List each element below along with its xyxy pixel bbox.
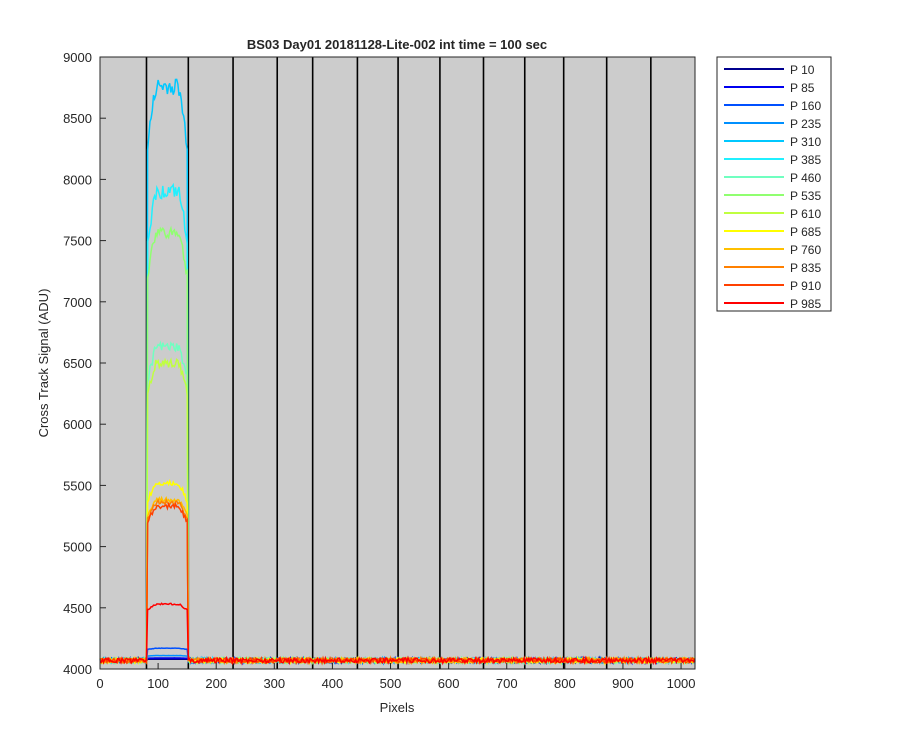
legend-label: P 85 xyxy=(790,81,815,95)
legend-label: P 985 xyxy=(790,297,821,311)
legend: P 10 P 85 P 160 P 235 P 310 P 385 P 460 P 535 P … xyxy=(716,56,832,312)
legend-label: P 610 xyxy=(790,207,821,221)
y-tick-label: 5000 xyxy=(63,540,92,555)
y-tick-label: 8000 xyxy=(63,172,92,187)
series-line-p-985 xyxy=(99,602,696,666)
x-axis-label: Pixels xyxy=(380,700,415,715)
x-tick-label: 900 xyxy=(612,676,634,691)
x-tick-label: 400 xyxy=(322,676,344,691)
chart-title: BS03 Day01 20181128-Lite-002 int time = … xyxy=(247,37,547,52)
x-tick-label: 300 xyxy=(263,676,285,691)
legend-label: P 310 xyxy=(790,135,821,149)
legend-label: P 910 xyxy=(790,279,821,293)
y-tick-label: 6000 xyxy=(63,417,92,432)
legend-label: P 385 xyxy=(790,153,821,167)
legend-label: P 685 xyxy=(790,225,821,239)
x-axis-ticks: 0 100 200 300 400 500 600 700 800 900 1000 xyxy=(96,663,696,691)
y-tick-label: 6500 xyxy=(63,356,92,371)
y-axis-label: Cross Track Signal (ADU) xyxy=(36,289,51,438)
x-tick-label: 800 xyxy=(554,676,576,691)
x-tick-label: 200 xyxy=(205,676,227,691)
y-tick-label: 4500 xyxy=(63,601,92,616)
legend-label: P 10 xyxy=(790,63,815,77)
x-tick-label: 500 xyxy=(380,676,402,691)
y-tick-label: 8500 xyxy=(63,111,92,126)
legend-label: P 160 xyxy=(790,99,821,113)
legend-box xyxy=(716,56,832,312)
y-tick-label: 5500 xyxy=(63,478,92,493)
legend-label: P 535 xyxy=(790,189,821,203)
legend-label: P 835 xyxy=(790,261,821,275)
legend-label: P 760 xyxy=(790,243,821,257)
legend-label: P 235 xyxy=(790,117,821,131)
x-tick-label: 700 xyxy=(496,676,518,691)
x-tick-label: 100 xyxy=(147,676,169,691)
y-tick-label: 4000 xyxy=(63,662,92,677)
y-axis-ticks: 4000 4500 5000 5500 6000 6500 7000 7500 8000 8500… xyxy=(63,50,106,677)
x-tick-label: 0 xyxy=(96,676,103,691)
y-tick-label: 9000 xyxy=(63,50,92,65)
y-tick-label: 7000 xyxy=(63,295,92,310)
series-lines xyxy=(99,78,696,666)
y-tick-label: 7500 xyxy=(63,234,92,249)
legend-label: P 460 xyxy=(790,171,821,185)
x-tick-label: 1000 xyxy=(667,676,696,691)
x-tick-label: 600 xyxy=(438,676,460,691)
